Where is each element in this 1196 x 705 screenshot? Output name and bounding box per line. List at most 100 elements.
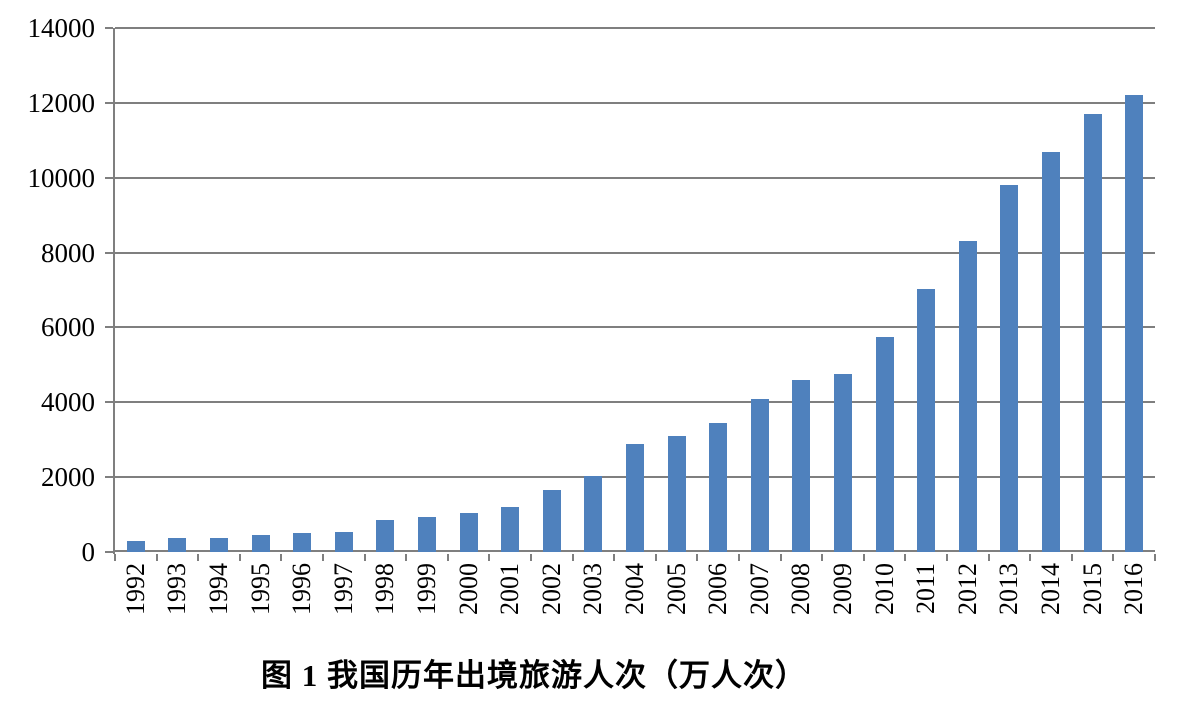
gridline-10000 (115, 176, 1155, 179)
x-tick-label: 1997 (328, 563, 358, 615)
x-tick-label: 1998 (370, 563, 400, 615)
x-axis-tick (488, 554, 491, 561)
y-tick-label: 14000 (27, 13, 96, 43)
x-axis-tick (1029, 554, 1032, 561)
x-axis-tick (1154, 554, 1156, 561)
x-tick-label: 1995 (245, 563, 275, 615)
x-axis-tick (1070, 554, 1073, 561)
y-axis-tick (105, 401, 113, 404)
gridline-6000 (115, 326, 1155, 329)
bar-1999 (418, 517, 436, 552)
x-axis-tick (613, 554, 616, 561)
bar-2011 (917, 289, 936, 552)
x-tick-label: 2012 (952, 563, 982, 615)
y-tick-label: 10000 (27, 162, 96, 193)
bar-1994 (210, 538, 228, 552)
x-tick-label: 2000 (453, 563, 483, 615)
gridline-8000 (115, 251, 1155, 254)
x-axis-tick (738, 554, 740, 561)
x-tick-label: 2006 (703, 563, 733, 615)
x-tick-label: 2004 (620, 563, 649, 615)
bar-2000 (459, 512, 478, 552)
y-tick-label: 4000 (41, 387, 95, 418)
y-tick-label: 12000 (27, 87, 96, 118)
y-axis-tick (105, 27, 113, 29)
x-axis-tick (821, 554, 824, 561)
bar-1997 (334, 532, 353, 552)
x-axis-tick (405, 554, 408, 561)
x-tick-label: 2008 (786, 563, 816, 615)
x-tick-label: 2015 (1077, 563, 1107, 615)
bar-2003 (584, 476, 603, 552)
x-axis-tick (197, 554, 200, 561)
x-axis-tick (571, 554, 574, 561)
y-tick-label: 0 (81, 537, 96, 567)
x-tick-label: 2016 (1119, 563, 1149, 615)
x-axis-tick (904, 554, 907, 561)
x-axis-tick (987, 554, 990, 561)
x-axis-tick (363, 554, 366, 561)
bar-2016 (1125, 95, 1144, 552)
bar-2002 (542, 489, 561, 552)
x-axis-tick (280, 554, 283, 561)
x-tick-label: 1994 (204, 563, 233, 615)
x-tick-label: 1996 (287, 563, 317, 615)
x-axis-tick (238, 554, 241, 561)
y-axis-tick (105, 326, 113, 329)
x-axis-tick (114, 554, 116, 561)
y-tick-label: 6000 (41, 312, 95, 343)
bar-2015 (1083, 114, 1102, 552)
bar-2007 (750, 398, 769, 552)
bar-1992 (126, 541, 145, 552)
bar-1993 (168, 538, 187, 552)
x-tick-label: 2007 (744, 563, 774, 615)
x-tick-label: 2002 (536, 563, 566, 615)
x-axis-tick (155, 554, 158, 561)
gridline-14000 (115, 27, 1155, 29)
bar-1996 (293, 533, 312, 552)
y-axis-tick (105, 476, 113, 479)
y-axis-tick (105, 551, 113, 553)
bar-2013 (1000, 184, 1019, 552)
x-axis-tick (322, 554, 324, 561)
bar-1998 (376, 520, 395, 552)
y-axis-line (113, 28, 115, 554)
x-tick-label: 2010 (869, 563, 899, 615)
x-axis-tick (696, 554, 699, 561)
y-tick-label: 8000 (41, 237, 95, 268)
bar-2010 (875, 337, 894, 552)
bar-2008 (792, 380, 811, 552)
x-tick-label: 1992 (120, 563, 150, 615)
x-axis-tick (946, 554, 948, 561)
bar-2009 (834, 373, 852, 552)
x-tick-label: 2005 (661, 563, 691, 615)
x-axis-tick (446, 554, 449, 561)
bar-2005 (667, 435, 686, 552)
bar-2001 (501, 506, 520, 552)
x-tick-label: 1993 (162, 563, 192, 615)
bar-1995 (251, 535, 270, 552)
y-axis-tick (105, 101, 113, 104)
x-tick-label: 2001 (495, 563, 525, 615)
bar-2014 (1042, 151, 1060, 552)
chart-caption: 图 1 我国历年出境旅游人次（万人次） (261, 658, 807, 693)
x-axis-tick (530, 554, 532, 561)
x-tick-label: 2009 (828, 563, 857, 615)
plot-area (105, 27, 1156, 561)
x-axis-tick (862, 554, 865, 561)
gridline-4000 (115, 401, 1155, 404)
x-tick-label: 2014 (1036, 563, 1065, 615)
x-tick-label: 1999 (412, 563, 441, 615)
y-axis-tick (105, 176, 113, 179)
x-axis-tick (779, 554, 782, 561)
bar-2004 (626, 444, 644, 552)
x-tick-label: 2011 (911, 563, 941, 615)
y-tick-label: 2000 (41, 462, 95, 493)
x-tick-label: 2013 (994, 563, 1024, 615)
x-axis-tick (654, 554, 657, 561)
bar-2006 (709, 422, 728, 552)
y-axis-tick (105, 251, 113, 254)
x-tick-label: 2003 (578, 563, 608, 615)
bar-2012 (958, 240, 977, 552)
